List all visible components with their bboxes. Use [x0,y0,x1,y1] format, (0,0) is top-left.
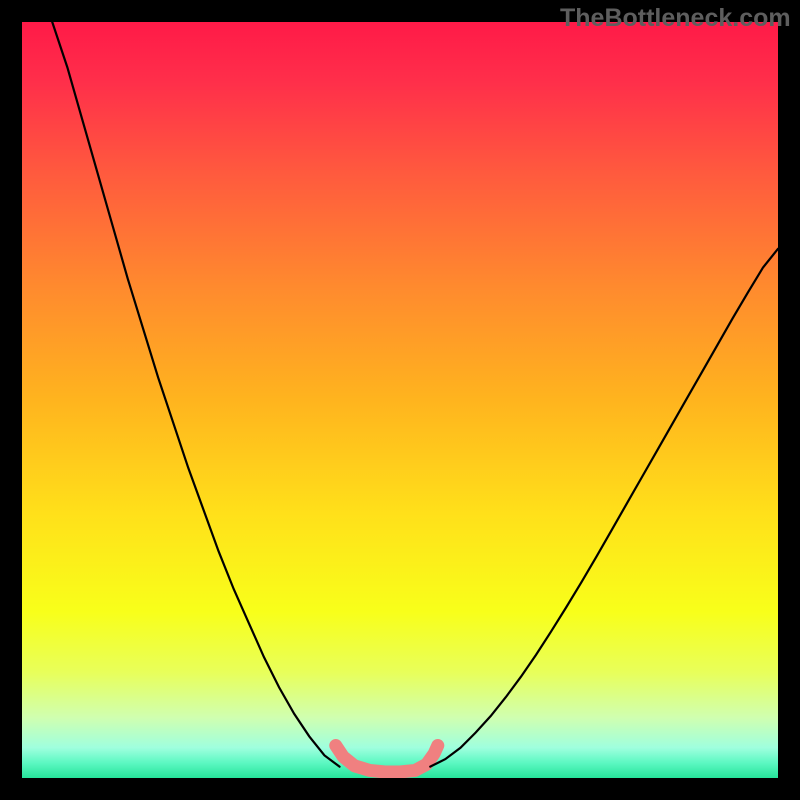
curve-layer [22,22,778,778]
left-curve [52,22,339,767]
chart-stage: TheBottleneck.com [0,0,800,800]
plot-area [22,22,778,778]
watermark-text: TheBottleneck.com [560,4,791,33]
right-curve [430,249,778,767]
bottom-band [336,745,438,771]
